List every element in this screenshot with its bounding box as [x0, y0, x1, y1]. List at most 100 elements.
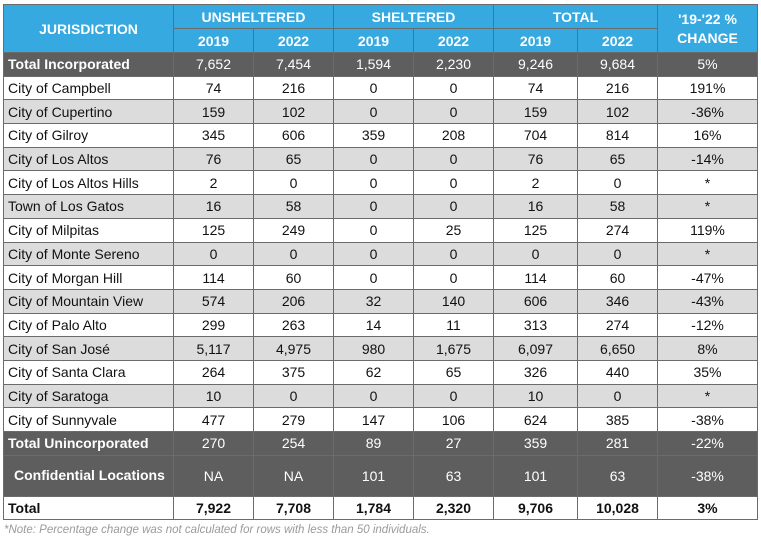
sheltered-2022-cell: 0 — [413, 99, 494, 125]
unsheltered-2019-cell: 125 — [173, 217, 254, 243]
table-row: City of Cupertino 159 102 0 0 159 102 -36% — [3, 99, 758, 125]
change-cell: 5% — [657, 52, 758, 77]
sheltered-2022-cell: 2,230 — [413, 52, 494, 77]
total-2022-cell: 102 — [577, 99, 658, 125]
jurisdiction-cell: City of Sunnyvale — [3, 407, 174, 432]
jurisdiction-cell: Total Unincorporated — [3, 431, 174, 456]
sheltered-2022-cell: 0 — [413, 265, 494, 290]
change-cell: -43% — [657, 288, 758, 314]
unsheltered-2022-cell: 65 — [253, 146, 334, 172]
total-2019-cell: 313 — [493, 312, 578, 338]
unsheltered-2022-cell: 0 — [253, 170, 334, 196]
sheltered-2022-cell: 0 — [413, 194, 494, 219]
sheltered-2019-cell: 0 — [333, 99, 414, 125]
unsheltered-2022-cell: 263 — [253, 312, 334, 338]
total-2022-cell: 814 — [577, 123, 658, 148]
table-row: City of Milpitas 125 249 0 25 125 274 119% — [3, 217, 758, 243]
unsheltered-2022-cell: 4,975 — [253, 336, 334, 361]
table-row: City of Morgan Hill 114 60 0 0 114 60 -47% — [3, 265, 758, 290]
unsheltered-2019-cell: 74 — [173, 75, 254, 101]
jurisdiction-cell: Confidential Locations — [3, 454, 174, 497]
header-total: TOTAL — [493, 4, 658, 29]
jurisdiction-cell: Town of Los Gatos — [3, 194, 174, 219]
table-row: Confidential Locations NA NA 101 63 101 63 -38% — [3, 454, 758, 497]
total-2022-cell: 0 — [577, 170, 658, 196]
header-sheltered-2022: 2022 — [413, 28, 494, 53]
unsheltered-2019-cell: NA — [173, 454, 254, 497]
sheltered-2019-cell: 62 — [333, 359, 414, 385]
total-2022-cell: 63 — [577, 454, 658, 497]
table-body: Total Incorporated 7,652 7,454 1,594 2,230 9,… — [3, 52, 758, 521]
change-cell: -14% — [657, 146, 758, 172]
unsheltered-2019-cell: 7,652 — [173, 52, 254, 77]
table-row: City of Los Altos 76 65 0 0 76 65 -14% — [3, 146, 758, 172]
sheltered-2019-cell: 14 — [333, 312, 414, 338]
change-cell: -12% — [657, 312, 758, 338]
header-change: '19-'22 % CHANGE — [657, 4, 758, 53]
total-2019-cell: 76 — [493, 146, 578, 172]
sheltered-2019-cell: 0 — [333, 217, 414, 243]
sheltered-2022-cell: 0 — [413, 241, 494, 267]
total-2019-cell: 125 — [493, 217, 578, 243]
sheltered-2022-cell: 1,675 — [413, 336, 494, 361]
jurisdiction-cell: City of Cupertino — [3, 99, 174, 125]
sheltered-2022-cell: 0 — [413, 146, 494, 172]
total-2022-cell: 65 — [577, 146, 658, 172]
sheltered-2019-cell: 0 — [333, 75, 414, 101]
unsheltered-2019-cell: 477 — [173, 407, 254, 432]
unsheltered-2019-cell: 76 — [173, 146, 254, 172]
header-unsheltered-2022: 2022 — [253, 28, 334, 53]
header-total-2019: 2019 — [493, 28, 578, 53]
total-2022-cell: 274 — [577, 312, 658, 338]
table-row: City of Palo Alto 299 263 14 11 313 274 -12% — [3, 312, 758, 338]
total-2019-cell: 606 — [493, 288, 578, 314]
total-2019-cell: 114 — [493, 265, 578, 290]
jurisdiction-cell: City of Los Altos — [3, 146, 174, 172]
unsheltered-2022-cell: NA — [253, 454, 334, 497]
unsheltered-2019-cell: 299 — [173, 312, 254, 338]
unsheltered-2019-cell: 2 — [173, 170, 254, 196]
table-row: City of Mountain View 574 206 32 140 606 346 -4… — [3, 288, 758, 314]
unsheltered-2019-cell: 345 — [173, 123, 254, 148]
table-row: Total Unincorporated 270 254 89 27 359 281 -22% — [3, 431, 758, 456]
jurisdiction-cell: City of San José — [3, 336, 174, 361]
total-2022-cell: 385 — [577, 407, 658, 432]
total-2022-cell: 440 — [577, 359, 658, 385]
unsheltered-2022-cell: 216 — [253, 75, 334, 101]
total-2019-cell: 624 — [493, 407, 578, 432]
total-2022-cell: 6,650 — [577, 336, 658, 361]
total-2022-cell: 346 — [577, 288, 658, 314]
sheltered-2019-cell: 1,784 — [333, 495, 414, 521]
header-unsheltered-2019: 2019 — [173, 28, 254, 53]
total-2022-cell: 9,684 — [577, 52, 658, 77]
total-2022-cell: 216 — [577, 75, 658, 101]
unsheltered-2022-cell: 7,454 — [253, 52, 334, 77]
jurisdiction-cell: City of Monte Sereno — [3, 241, 174, 267]
sheltered-2019-cell: 32 — [333, 288, 414, 314]
unsheltered-2019-cell: 264 — [173, 359, 254, 385]
unsheltered-2022-cell: 58 — [253, 194, 334, 219]
change-cell: * — [657, 194, 758, 219]
jurisdiction-cell: Total — [3, 495, 174, 521]
sheltered-2019-cell: 147 — [333, 407, 414, 432]
change-cell: 119% — [657, 217, 758, 243]
unsheltered-2022-cell: 206 — [253, 288, 334, 314]
total-2019-cell: 101 — [493, 454, 578, 497]
sheltered-2019-cell: 89 — [333, 431, 414, 456]
change-cell: 8% — [657, 336, 758, 361]
unsheltered-2022-cell: 375 — [253, 359, 334, 385]
total-2019-cell: 10 — [493, 383, 578, 409]
total-2019-cell: 159 — [493, 99, 578, 125]
table-row: City of Santa Clara 264 375 62 65 326 440 35% — [3, 359, 758, 385]
sheltered-2022-cell: 25 — [413, 217, 494, 243]
sheltered-2019-cell: 1,594 — [333, 52, 414, 77]
jurisdiction-cell: City of Palo Alto — [3, 312, 174, 338]
sheltered-2022-cell: 140 — [413, 288, 494, 314]
sheltered-2019-cell: 0 — [333, 241, 414, 267]
jurisdiction-cell: City of Saratoga — [3, 383, 174, 409]
change-cell: -47% — [657, 265, 758, 290]
total-2022-cell: 60 — [577, 265, 658, 290]
sheltered-2019-cell: 101 — [333, 454, 414, 497]
change-cell: 191% — [657, 75, 758, 101]
